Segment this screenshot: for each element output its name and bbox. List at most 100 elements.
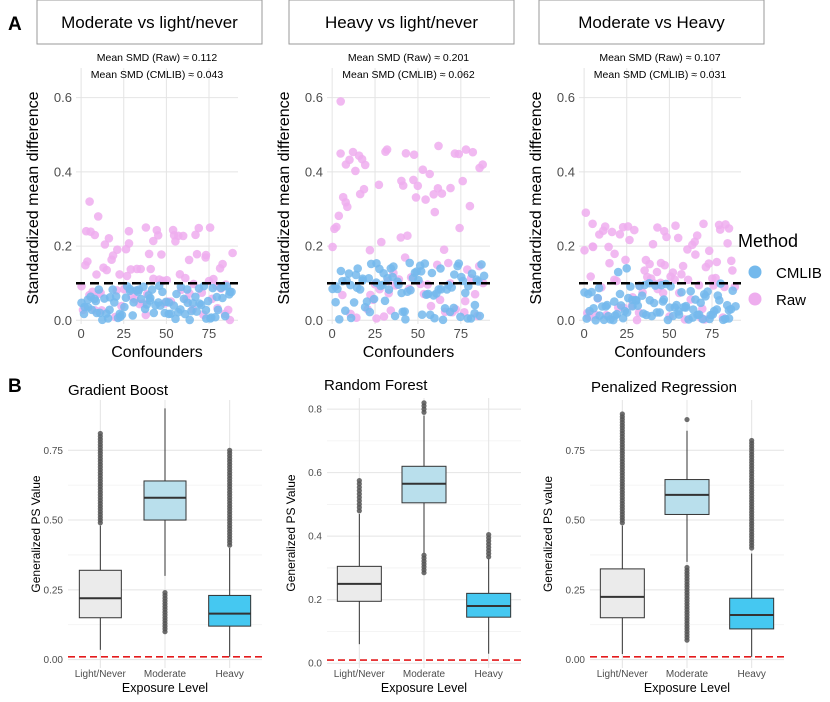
raw-point xyxy=(660,260,669,270)
cmlib-point xyxy=(461,288,470,298)
box-body xyxy=(208,594,252,627)
cmlib-point xyxy=(594,283,604,293)
raw-point xyxy=(711,273,720,283)
boxplot-title-1: Gradient Boost xyxy=(68,382,169,399)
legend-title: Method xyxy=(738,231,798,251)
raw-point xyxy=(615,230,625,239)
x-tick-label: Light/Never xyxy=(334,669,386,680)
outlier-point xyxy=(356,478,362,484)
cmlib-point xyxy=(117,310,127,320)
cmlib-point xyxy=(139,282,148,292)
x-tick-label: 0 xyxy=(580,326,587,341)
cmlib-point xyxy=(400,307,410,316)
raw-point xyxy=(336,97,346,106)
raw-point xyxy=(409,150,419,159)
y-tick-label: 0.25 xyxy=(44,585,64,596)
cmlib-point xyxy=(456,312,465,322)
raw-point xyxy=(460,296,470,306)
box-moderate xyxy=(143,408,187,635)
annotation-raw-mean: Mean SMD (Raw) ≈ 0.112 xyxy=(97,52,218,64)
boxplot-ticks: 0.00 0.25 0.50 0.75 Light/Never Moderate Heavy xyxy=(44,446,244,680)
outlier-point xyxy=(486,532,492,538)
raw-point xyxy=(192,249,202,259)
raw-point xyxy=(113,245,122,254)
scatter-title-1: Moderate vs light/never xyxy=(61,13,238,32)
cmlib-point xyxy=(454,259,464,268)
boxplot-panel-penalized-regression: 0.00 0.25 0.50 0.75 Light/Never Moderate Heavy… xyxy=(541,400,784,695)
cmlib-point xyxy=(389,262,398,271)
y-tick-label: 0.25 xyxy=(566,585,586,596)
legend: Method CMLIB Raw xyxy=(738,231,822,309)
annotation-raw-mean: Mean SMD (Raw) ≈ 0.201 xyxy=(348,52,469,64)
x-tick-label: 0 xyxy=(77,326,84,341)
raw-point xyxy=(645,259,654,269)
cmlib-point xyxy=(582,314,591,323)
scatter-panel-heavy-vs-light: 0.0 0.2 0.4 0.6 0 25 50 75 Mean SMD (Raw) ≈ 0.2… xyxy=(276,52,490,361)
scatter-title-2: Heavy vs light/never xyxy=(325,13,478,32)
raw-point xyxy=(588,219,597,229)
legend-label-raw: Raw xyxy=(776,292,806,309)
raw-point xyxy=(671,221,680,230)
x-tick-label: 50 xyxy=(159,326,173,341)
raw-point xyxy=(444,258,453,268)
cmlib-point xyxy=(108,285,117,294)
raw-point xyxy=(153,231,163,240)
cmlib-point xyxy=(111,292,121,301)
raw-point xyxy=(93,212,103,221)
x-tick-label: 25 xyxy=(368,326,382,341)
cmlib-point xyxy=(475,311,485,321)
panel-label-a: A xyxy=(8,14,22,35)
raw-point xyxy=(360,160,370,170)
raw-point xyxy=(136,264,145,274)
cmlib-point xyxy=(344,269,354,278)
raw-point xyxy=(621,255,630,265)
cmlib-point xyxy=(146,293,155,303)
raw-point xyxy=(124,226,134,236)
y-tick-label: 0.0 xyxy=(305,313,323,328)
raw-point xyxy=(381,147,390,156)
raw-point xyxy=(403,231,412,240)
raw-point xyxy=(102,265,111,275)
box-light-never xyxy=(78,430,122,650)
y-axis-label: Standardized mean difference xyxy=(528,91,545,304)
cmlib-point xyxy=(185,315,194,325)
box-body xyxy=(78,569,122,619)
raw-point xyxy=(396,233,406,242)
cmlib-point xyxy=(731,302,740,311)
raw-point xyxy=(100,240,110,249)
raw-point xyxy=(328,242,337,252)
raw-point xyxy=(411,193,421,202)
y-axis-label: Standardized mean difference xyxy=(25,91,42,304)
raw-point xyxy=(85,197,94,206)
cmlib-point xyxy=(191,292,200,302)
outlier-point xyxy=(227,447,233,453)
boxplot-panel-gradient-boost: 0.00 0.25 0.50 0.75 Light/Never Moderate Heavy… xyxy=(29,400,262,695)
raw-point xyxy=(178,231,188,241)
boxes xyxy=(336,400,512,654)
raw-point xyxy=(478,160,488,169)
raw-point xyxy=(205,223,215,232)
x-axis-label: Exposure Level xyxy=(122,681,208,695)
raw-point xyxy=(338,290,347,300)
raw-point xyxy=(413,181,423,191)
cmlib-point xyxy=(406,285,415,295)
raw-point xyxy=(351,166,360,176)
raw-point xyxy=(461,145,471,154)
raw-point xyxy=(691,250,700,259)
cmlib-point xyxy=(336,266,346,276)
x-axis-label: Confounders xyxy=(363,344,455,361)
raw-point xyxy=(435,295,445,305)
box-light-never xyxy=(599,411,645,655)
raw-point xyxy=(426,301,436,311)
outlier-point xyxy=(421,400,427,406)
raw-point xyxy=(218,259,227,269)
raw-point xyxy=(668,268,678,277)
raw-point xyxy=(228,248,237,258)
cmlib-point xyxy=(477,260,486,269)
y-axis-label: Generalized PS value xyxy=(541,476,555,592)
y-axis-label: Standardized mean difference xyxy=(276,91,293,304)
cmlib-point xyxy=(182,285,192,294)
y-tick-label: 0.00 xyxy=(44,655,64,666)
outlier-point xyxy=(421,552,427,558)
